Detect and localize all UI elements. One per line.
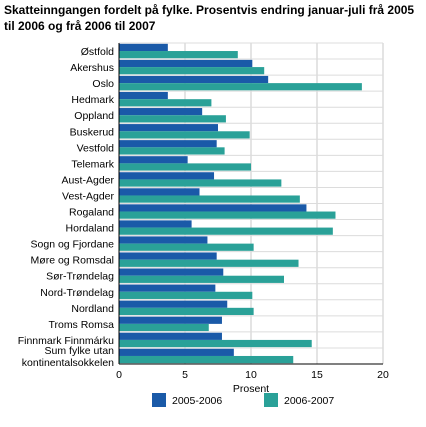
legend-label-2006-2007: 2006-2007 — [284, 395, 334, 407]
bar-2006-2007 — [119, 355, 294, 364]
bar-2006-2007 — [119, 227, 333, 235]
category-label: Østfold — [81, 46, 114, 58]
grid-layer — [118, 42, 384, 365]
bar-2005-2006 — [119, 332, 222, 340]
x-tick-label: 0 — [116, 369, 122, 381]
bar-2006-2007 — [119, 259, 299, 267]
bar-2006-2007 — [119, 179, 282, 187]
bar-2005-2006 — [119, 75, 269, 84]
bar-2005-2006 — [119, 284, 216, 292]
bar-2006-2007 — [119, 195, 300, 203]
category-label: Akershus — [70, 62, 114, 74]
category-label: Nordland — [71, 303, 114, 315]
category-label: Oppland — [74, 110, 114, 122]
legend-swatch-2006-2007 — [264, 393, 278, 407]
bar-layer — [119, 43, 362, 364]
legend-label-2005-2006: 2005-2006 — [172, 395, 222, 407]
bar-2005-2006 — [119, 316, 222, 324]
bar-2006-2007 — [119, 147, 225, 155]
bar-2005-2006 — [119, 156, 188, 164]
bar-2005-2006 — [119, 172, 215, 180]
x-tick-label: 10 — [245, 369, 257, 381]
category-label: Vestfold — [77, 142, 115, 154]
category-label: Aust-Agder — [61, 174, 114, 186]
bar-2006-2007 — [119, 51, 238, 59]
bar-2005-2006 — [119, 43, 168, 52]
bar-2005-2006 — [119, 140, 217, 148]
bar-2005-2006 — [119, 300, 228, 308]
bar-2006-2007 — [119, 99, 212, 107]
bar-2005-2006 — [119, 188, 200, 196]
bar-2005-2006 — [119, 91, 168, 100]
bar-2005-2006 — [119, 348, 234, 356]
label-layer: 0 5 10 15 20 Østfold Akershus Oslo Hedmark Opplan… — [18, 46, 389, 395]
category-label: Hedmark — [71, 94, 114, 106]
bar-2005-2006 — [119, 252, 217, 260]
bar-2006-2007 — [119, 291, 253, 299]
bar-2005-2006 — [119, 204, 307, 212]
category-label: Hordaland — [66, 223, 115, 235]
legend: 2005-2006 2006-2007 — [152, 393, 334, 407]
bar-2006-2007 — [119, 115, 226, 123]
x-axis-title: Prosent — [233, 383, 269, 395]
chart-title: Skatteinngangen fordelt på fylke. Prosen… — [4, 3, 415, 33]
bar-2006-2007 — [119, 83, 362, 91]
bar-2005-2006 — [119, 59, 253, 68]
bar-2006-2007 — [119, 243, 254, 251]
category-label: Møre og Romsdal — [31, 255, 114, 267]
category-label: Sør-Trøndelag — [46, 271, 114, 283]
category-label: Vest-Agder — [62, 190, 114, 202]
axis-layer — [118, 43, 383, 365]
bar-2006-2007 — [119, 131, 250, 139]
x-tick-label: 20 — [377, 369, 389, 381]
bar-2006-2007 — [119, 211, 336, 219]
bar-2005-2006 — [119, 108, 203, 116]
category-label: Sogn og Fjordane — [31, 239, 115, 251]
category-label: Sum fylke utan kontinentalsokkelen — [22, 345, 114, 369]
legend-swatch-2005-2006 — [152, 393, 166, 407]
bar-2006-2007 — [119, 339, 312, 348]
bar-2005-2006 — [119, 220, 192, 228]
x-tick-label: 15 — [311, 369, 323, 381]
category-label: Rogaland — [69, 207, 114, 219]
category-label: Telemark — [71, 158, 114, 170]
bar-2006-2007 — [119, 67, 265, 75]
bar-2005-2006 — [119, 236, 208, 244]
bar-2006-2007 — [119, 307, 254, 316]
bar-2006-2007 — [119, 275, 284, 283]
x-tick-label: 5 — [182, 369, 188, 381]
category-label: Buskerud — [70, 126, 115, 138]
category-label: Oslo — [92, 78, 114, 90]
bar-2005-2006 — [119, 124, 218, 132]
category-label: Troms Romsa — [48, 319, 114, 331]
bar-2006-2007 — [119, 323, 209, 332]
bar-2006-2007 — [119, 163, 251, 171]
category-label: Nord-Trøndelag — [40, 287, 114, 299]
category-label: Finnmark Finnmárku — [18, 335, 114, 347]
bar-2005-2006 — [119, 268, 224, 276]
